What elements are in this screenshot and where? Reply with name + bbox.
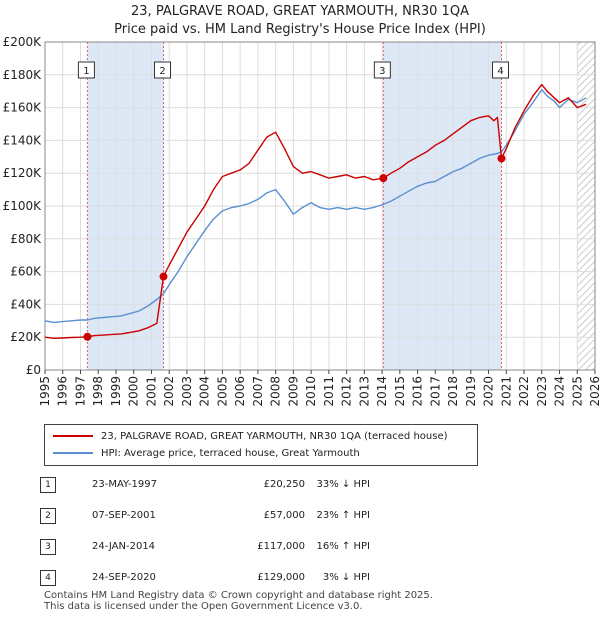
x-tick-label: 2020 — [482, 376, 496, 407]
footer-copyright: Contains HM Land Registry data © Crown c… — [44, 590, 433, 601]
x-tick-label: 2008 — [269, 376, 283, 407]
row-price: £117,000 — [257, 541, 305, 552]
x-tick-label: 2007 — [251, 376, 265, 407]
sale-label-number: 4 — [497, 66, 503, 77]
sale-label-box — [373, 61, 391, 79]
y-tick-label: £200K — [3, 35, 43, 49]
legend-item-hpi: HPI: Average price, terraced house, Grea… — [53, 446, 360, 460]
row-number-badge: 1 — [40, 477, 56, 493]
x-tick-label: 2026 — [588, 376, 600, 407]
x-tick-label: 1999 — [109, 376, 123, 407]
x-tick-label: 2001 — [144, 376, 158, 407]
x-tick-label: 2009 — [286, 376, 300, 407]
row-number-badge: 3 — [40, 539, 56, 555]
chart-title: 23, PALGRAVE ROAD, GREAT YARMOUTH, NR30 … — [131, 4, 469, 19]
y-tick-label: £20K — [10, 330, 42, 344]
y-tick-label: £40K — [10, 297, 42, 311]
y-tick-label: £100K — [3, 199, 43, 213]
legend-label-hpi: HPI: Average price, terraced house, Grea… — [101, 447, 360, 459]
x-tick-label: 1995 — [38, 376, 52, 407]
y-tick-label: £80K — [10, 232, 42, 246]
x-tick-label: 1998 — [91, 376, 105, 407]
x-tick-label: 2003 — [180, 376, 194, 407]
sale-label-box — [492, 61, 509, 79]
y-tick-label: £160K — [3, 101, 43, 115]
x-tick-label: 2015 — [393, 376, 407, 407]
x-tick-label: 1996 — [56, 376, 70, 407]
x-tick-label: 2011 — [322, 376, 336, 407]
row-date: 24-SEP-2020 — [92, 572, 156, 583]
table-row: 1 23-MAY-1997 £20,250 33% ↓ HPI — [40, 477, 400, 495]
y-tick-label: £60K — [10, 265, 42, 279]
row-date: 24-JAN-2014 — [92, 541, 156, 552]
sale-label-number: 1 — [83, 66, 89, 77]
x-tick-label: 2010 — [304, 376, 318, 407]
x-tick-label: 2022 — [517, 376, 531, 407]
x-tick-label: 2014 — [375, 376, 389, 407]
legend-swatch-property — [53, 435, 93, 437]
row-number-badge: 4 — [40, 570, 56, 586]
sale-point — [497, 154, 506, 163]
plot-frame — [44, 41, 596, 371]
x-tick-label: 2004 — [198, 376, 212, 407]
sale-point — [379, 174, 388, 183]
y-tick-label: £120K — [3, 166, 43, 180]
x-tick-label: 2012 — [340, 376, 354, 407]
x-tick-label: 2018 — [446, 376, 460, 407]
table-row: 2 07-SEP-2001 £57,000 23% ↑ HPI — [40, 508, 400, 526]
x-tick-label: 2017 — [428, 376, 442, 407]
table-row: 4 24-SEP-2020 £129,000 3% ↓ HPI — [40, 570, 400, 588]
price-chart: £0 £20K £40K £60K £80K £100K £120K £140K £160K £1… — [3, 35, 600, 407]
row-date: 23-MAY-1997 — [92, 479, 158, 490]
row-price: £129,000 — [257, 572, 305, 583]
sale-label-number: 2 — [159, 66, 165, 77]
table-row: 3 24-JAN-2014 £117,000 16% ↑ HPI — [40, 539, 400, 557]
hpi-series-line — [44, 88, 587, 324]
row-hpi-diff: 16% ↑ HPI — [316, 541, 370, 552]
legend-swatch-hpi — [53, 452, 93, 454]
legend-label-property: 23, PALGRAVE ROAD, GREAT YARMOUTH, NR30 … — [101, 430, 448, 442]
sale-label-box — [154, 61, 172, 79]
footer-licence: This data is licensed under the Open Gov… — [44, 601, 363, 612]
row-hpi-diff: 33% ↓ HPI — [316, 479, 370, 490]
y-tick-label: £140K — [3, 133, 43, 147]
x-tick-label: 2021 — [499, 376, 513, 407]
row-price: £20,250 — [263, 479, 305, 490]
sale-label-box — [77, 61, 95, 79]
sale-point — [159, 272, 168, 281]
sale-point — [83, 332, 92, 341]
x-tick-label: 2023 — [535, 376, 549, 407]
sale-label-number: 3 — [379, 66, 385, 77]
row-price: £57,000 — [263, 510, 305, 521]
x-tick-label: 2025 — [570, 376, 584, 407]
legend-item-property: 23, PALGRAVE ROAD, GREAT YARMOUTH, NR30 … — [53, 429, 448, 443]
x-tick-label: 2002 — [162, 376, 176, 407]
y-tick-label: £180K — [3, 68, 43, 82]
row-number-badge: 2 — [40, 508, 56, 524]
x-tick-label: 2006 — [233, 376, 247, 407]
chart-subtitle: Price paid vs. HM Land Registry's House … — [114, 22, 486, 37]
row-hpi-diff: 23% ↑ HPI — [316, 510, 370, 521]
x-tick-label: 2019 — [464, 376, 478, 407]
x-tick-label: 2000 — [127, 376, 141, 407]
y-tick-label: £0 — [26, 363, 41, 377]
row-date: 07-SEP-2001 — [92, 510, 156, 521]
x-tick-label: 1997 — [73, 376, 87, 407]
x-tick-label: 2005 — [215, 376, 229, 407]
row-hpi-diff: 3% ↓ HPI — [322, 572, 370, 583]
legend: 23, PALGRAVE ROAD, GREAT YARMOUTH, NR30 … — [44, 424, 478, 466]
x-tick-label: 2024 — [553, 376, 567, 407]
x-tick-label: 2013 — [357, 376, 371, 407]
x-tick-label: 2016 — [411, 376, 425, 407]
